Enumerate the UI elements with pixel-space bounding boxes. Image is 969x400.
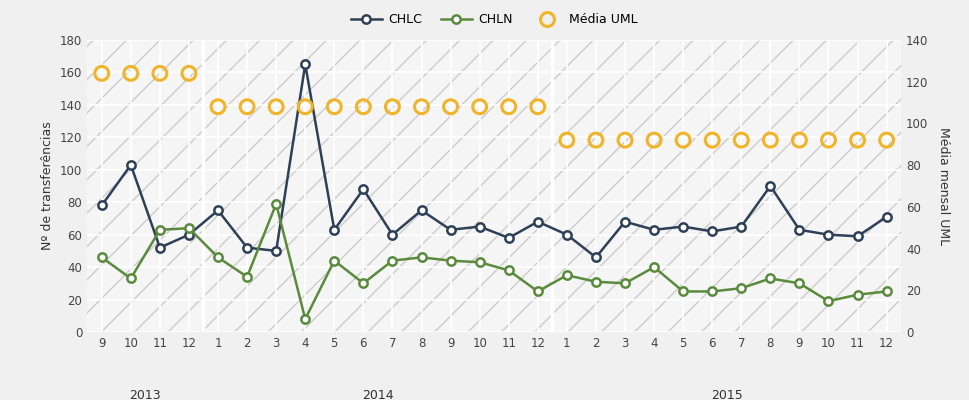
Y-axis label: Média mensal UML: Média mensal UML bbox=[937, 127, 950, 245]
Point bbox=[821, 137, 836, 143]
Point bbox=[763, 137, 778, 143]
Point bbox=[385, 104, 400, 110]
Point bbox=[675, 137, 691, 143]
Point bbox=[443, 104, 458, 110]
Point bbox=[94, 70, 109, 76]
Point bbox=[879, 137, 894, 143]
Point bbox=[617, 137, 633, 143]
Point bbox=[152, 70, 168, 76]
Point bbox=[210, 104, 226, 110]
Point bbox=[588, 137, 604, 143]
Point bbox=[530, 104, 546, 110]
Text: 2014: 2014 bbox=[362, 389, 393, 400]
Text: 2015: 2015 bbox=[711, 389, 742, 400]
Point bbox=[704, 137, 720, 143]
Point bbox=[327, 104, 342, 110]
Point bbox=[734, 137, 749, 143]
Point bbox=[356, 104, 371, 110]
Point bbox=[850, 137, 865, 143]
Text: 2013: 2013 bbox=[130, 389, 161, 400]
Point bbox=[297, 104, 313, 110]
Point bbox=[123, 70, 139, 76]
Legend: CHLC, CHLN, Média UML: CHLC, CHLN, Média UML bbox=[346, 8, 642, 31]
Bar bbox=[87, 40, 901, 332]
Point bbox=[501, 104, 516, 110]
Point bbox=[792, 137, 807, 143]
Y-axis label: Nº de transferências: Nº de transferências bbox=[42, 122, 54, 250]
Point bbox=[239, 104, 255, 110]
Point bbox=[559, 137, 575, 143]
Point bbox=[472, 104, 487, 110]
Point bbox=[646, 137, 662, 143]
Point bbox=[181, 70, 197, 76]
Point bbox=[268, 104, 284, 110]
Point bbox=[414, 104, 429, 110]
